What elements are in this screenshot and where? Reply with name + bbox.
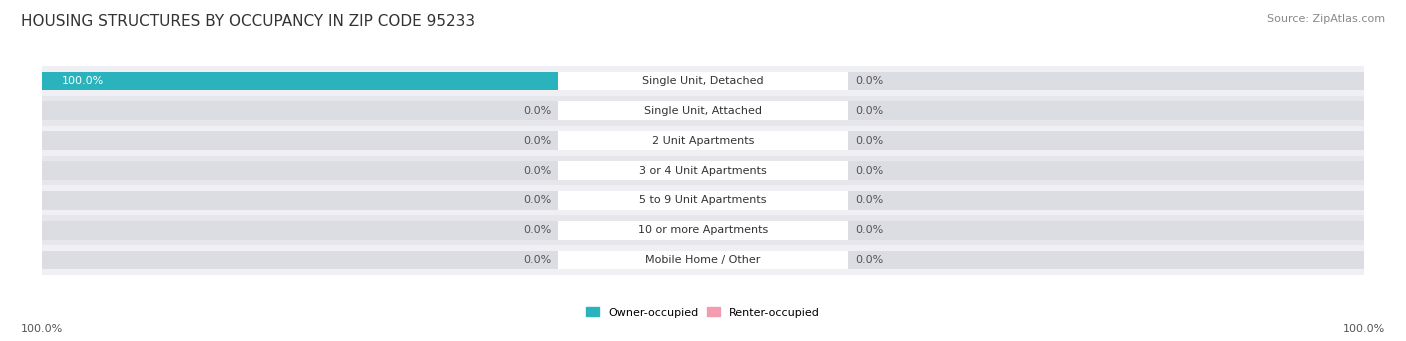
Text: 2 Unit Apartments: 2 Unit Apartments [652, 136, 754, 146]
Text: 0.0%: 0.0% [523, 195, 551, 205]
Text: Single Unit, Detached: Single Unit, Detached [643, 76, 763, 86]
Bar [42, 96, 1364, 125]
Bar [558, 161, 848, 180]
Text: 0.0%: 0.0% [855, 106, 883, 116]
Text: 0.0%: 0.0% [523, 106, 551, 116]
Text: 0.0%: 0.0% [855, 225, 883, 235]
Text: 0.0%: 0.0% [523, 136, 551, 146]
Legend: Owner-occupied, Renter-occupied: Owner-occupied, Renter-occupied [581, 303, 825, 322]
Bar [42, 131, 1364, 150]
Text: 100.0%: 100.0% [62, 76, 104, 86]
Bar [558, 131, 848, 150]
Bar [42, 216, 1364, 245]
Text: 100.0%: 100.0% [1343, 324, 1385, 334]
Text: HOUSING STRUCTURES BY OCCUPANCY IN ZIP CODE 95233: HOUSING STRUCTURES BY OCCUPANCY IN ZIP C… [21, 14, 475, 29]
Bar [42, 251, 1364, 269]
Bar [42, 221, 1364, 240]
Bar [42, 245, 1364, 275]
Text: 0.0%: 0.0% [523, 225, 551, 235]
Bar [42, 66, 1364, 96]
Bar [558, 101, 848, 120]
Bar [42, 191, 1364, 210]
Text: 5 to 9 Unit Apartments: 5 to 9 Unit Apartments [640, 195, 766, 205]
Text: 10 or more Apartments: 10 or more Apartments [638, 225, 768, 235]
Bar [42, 125, 1364, 155]
Bar [42, 72, 558, 90]
Text: 0.0%: 0.0% [855, 165, 883, 176]
Text: 0.0%: 0.0% [523, 165, 551, 176]
Bar [558, 72, 848, 90]
Bar [558, 251, 848, 269]
Bar [42, 155, 1364, 186]
Bar [42, 186, 1364, 216]
Text: Mobile Home / Other: Mobile Home / Other [645, 255, 761, 265]
Bar [42, 101, 1364, 120]
Text: 100.0%: 100.0% [21, 324, 63, 334]
Text: 3 or 4 Unit Apartments: 3 or 4 Unit Apartments [640, 165, 766, 176]
Text: 0.0%: 0.0% [855, 195, 883, 205]
Text: 0.0%: 0.0% [855, 255, 883, 265]
Text: Source: ZipAtlas.com: Source: ZipAtlas.com [1267, 14, 1385, 24]
Text: Single Unit, Attached: Single Unit, Attached [644, 106, 762, 116]
Text: 0.0%: 0.0% [855, 136, 883, 146]
Bar [558, 221, 848, 240]
Bar [42, 72, 1364, 90]
Text: 0.0%: 0.0% [855, 76, 883, 86]
Text: 0.0%: 0.0% [523, 255, 551, 265]
Bar [42, 161, 1364, 180]
Bar [558, 191, 848, 210]
